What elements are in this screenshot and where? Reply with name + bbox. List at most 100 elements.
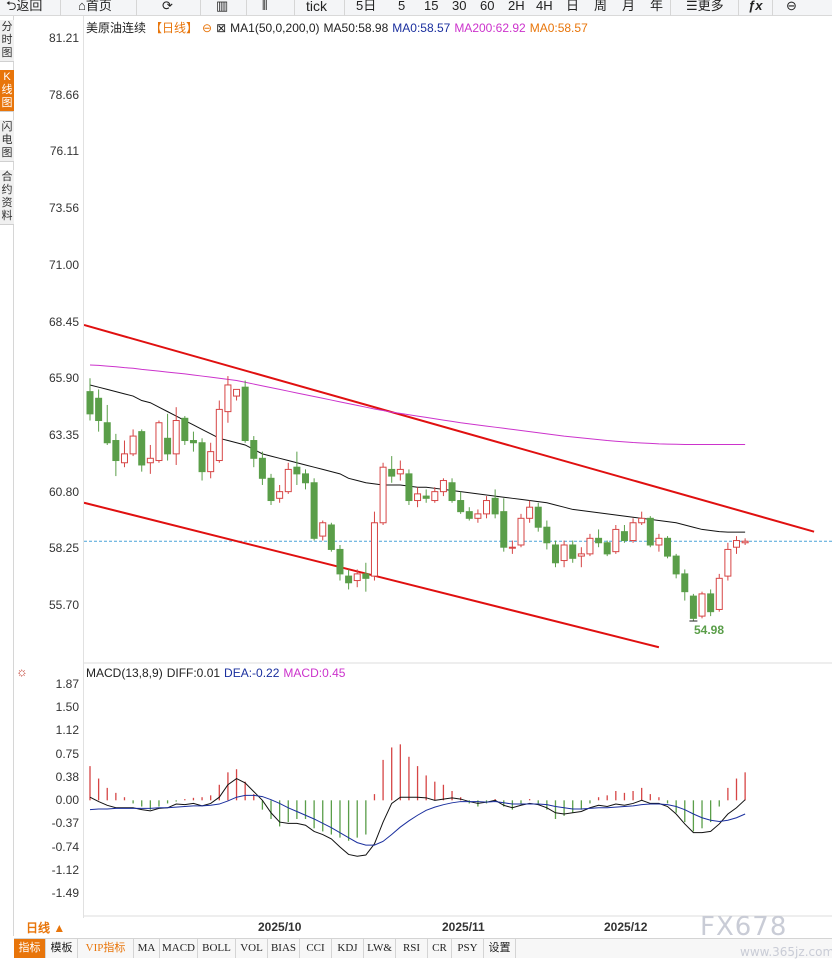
period-label[interactable]: 【日线】 xyxy=(150,21,199,35)
bar-chart-icon[interactable]: ▥ xyxy=(216,0,229,13)
indicator-tab-9[interactable]: KDJ xyxy=(332,939,364,958)
candle xyxy=(741,538,749,545)
refresh-icon[interactable]: ⟳ xyxy=(162,0,173,13)
candle xyxy=(207,442,215,479)
candle xyxy=(164,413,172,461)
channel-upper-line[interactable] xyxy=(83,323,815,533)
side-tab-char: K xyxy=(3,71,11,83)
macd-tick-label: 1.87 xyxy=(55,677,79,691)
period-button-3[interactable]: 30 xyxy=(452,0,467,13)
price-tick-label: 78.66 xyxy=(48,87,79,102)
period-button-4[interactable]: 60 xyxy=(480,0,495,13)
diff-value: DIFF:0.01 xyxy=(166,666,221,680)
candle xyxy=(353,569,361,588)
candle xyxy=(405,469,413,505)
tick-button[interactable]: tick xyxy=(306,0,327,14)
menu-icon: ☰ xyxy=(686,0,698,13)
candlestick-icon[interactable]: ⫴ xyxy=(262,0,268,13)
candle xyxy=(569,540,577,563)
candle xyxy=(388,456,396,483)
period-button-6[interactable]: 4H xyxy=(536,0,553,13)
more-button[interactable]: ☰更多 xyxy=(686,0,724,13)
candle xyxy=(603,540,611,557)
indicator-tab-3[interactable]: MA xyxy=(134,939,160,958)
candle xyxy=(267,473,275,505)
side-tab-char: 图 xyxy=(1,97,13,109)
period-button-8[interactable]: 周 xyxy=(594,0,608,13)
candle xyxy=(319,520,327,541)
settings-icon[interactable]: ⊖ xyxy=(202,21,213,35)
indicator-tabs: 指标 模板 VIP指标 MA MACD BOLL VOL BIAS CCI KDJ LW& RSI CR… xyxy=(14,938,832,958)
indicator-tab-13[interactable]: PSY xyxy=(452,939,484,958)
indicator-tab-6[interactable]: VOL xyxy=(236,939,268,958)
candle xyxy=(612,524,620,554)
candle xyxy=(543,520,551,550)
candle xyxy=(233,388,241,401)
formula-icon[interactable]: ƒx xyxy=(748,0,763,13)
indicator-tab-2[interactable]: VIP指标 xyxy=(78,939,134,958)
side-tab-3[interactable]: 合约资料 xyxy=(0,170,14,225)
period-button-1[interactable]: 5 xyxy=(398,0,406,13)
side-tab-0[interactable]: 分时图 xyxy=(0,20,14,62)
period-button-2[interactable]: 15 xyxy=(424,0,439,13)
period-button-5[interactable]: 2H xyxy=(508,0,525,13)
candle xyxy=(327,522,335,552)
indicator-tab-7[interactable]: BIAS xyxy=(268,939,300,958)
home-button[interactable]: ⌂首页 xyxy=(78,0,112,13)
period-button-7[interactable]: 日 xyxy=(566,0,580,13)
candle xyxy=(448,478,456,503)
zoom-out-icon[interactable]: ⊖ xyxy=(786,0,797,13)
period-button-9[interactable]: 月 xyxy=(622,0,636,13)
candle xyxy=(707,589,715,617)
side-tab-char: 合 xyxy=(1,171,13,183)
period-button-0[interactable]: 5日 xyxy=(356,0,377,13)
day-period-button[interactable]: 日线 ▲ xyxy=(14,918,84,938)
candle xyxy=(181,416,189,445)
ma0-value: MA0:58.57 xyxy=(392,21,451,35)
indicator-tab-10[interactable]: LW& xyxy=(364,939,396,958)
candle xyxy=(189,431,197,452)
indicator-tab-0[interactable]: 指标 xyxy=(14,939,46,958)
back-button[interactable]: ⮌返回 xyxy=(6,0,43,13)
side-tab-char: 图 xyxy=(1,147,13,159)
macd-params: MACD(13,8,9) xyxy=(86,666,163,680)
candle xyxy=(629,518,637,543)
candle xyxy=(672,553,680,579)
candle xyxy=(551,540,559,568)
candle xyxy=(526,500,534,523)
side-tab-char: 时 xyxy=(1,34,13,46)
indicator-icon[interactable]: ⊠ xyxy=(216,21,227,35)
candle xyxy=(103,404,111,445)
indicator-tab-12[interactable]: CR xyxy=(428,939,452,958)
candle xyxy=(483,496,491,519)
watermark-logo: FX678 xyxy=(700,912,788,942)
ma0-value-2: MA0:58.57 xyxy=(529,21,588,35)
candle xyxy=(689,593,697,622)
sun-icon[interactable]: ☼ xyxy=(16,664,28,679)
indicator-tab-14[interactable]: 设置 xyxy=(484,939,516,958)
macd-value: MACD:0.45 xyxy=(283,666,346,680)
candle xyxy=(733,536,740,554)
back-arrow-icon: ⮌ xyxy=(6,0,17,13)
diff-line xyxy=(89,777,746,857)
candle xyxy=(431,487,439,503)
price-tick-label: 58.25 xyxy=(48,541,79,556)
side-tab-char: 分 xyxy=(1,21,13,33)
side-tab-2[interactable]: 闪电图 xyxy=(0,120,14,162)
period-button-10[interactable]: 年 xyxy=(650,0,664,13)
macd-tick-label: -0.74 xyxy=(51,839,79,854)
candle xyxy=(120,440,128,468)
candle xyxy=(698,591,706,619)
indicator-tab-1[interactable]: 模板 xyxy=(46,939,78,958)
side-tab-char: 资 xyxy=(1,197,13,209)
indicator-tab-11[interactable]: RSI xyxy=(396,939,428,958)
candle xyxy=(396,460,404,481)
candle xyxy=(138,429,146,472)
indicator-tab-4[interactable]: MACD xyxy=(160,939,198,958)
indicator-tab-5[interactable]: BOLL xyxy=(198,939,236,958)
side-tab-char: 约 xyxy=(1,184,13,196)
indicator-tab-8[interactable]: CCI xyxy=(300,939,332,958)
